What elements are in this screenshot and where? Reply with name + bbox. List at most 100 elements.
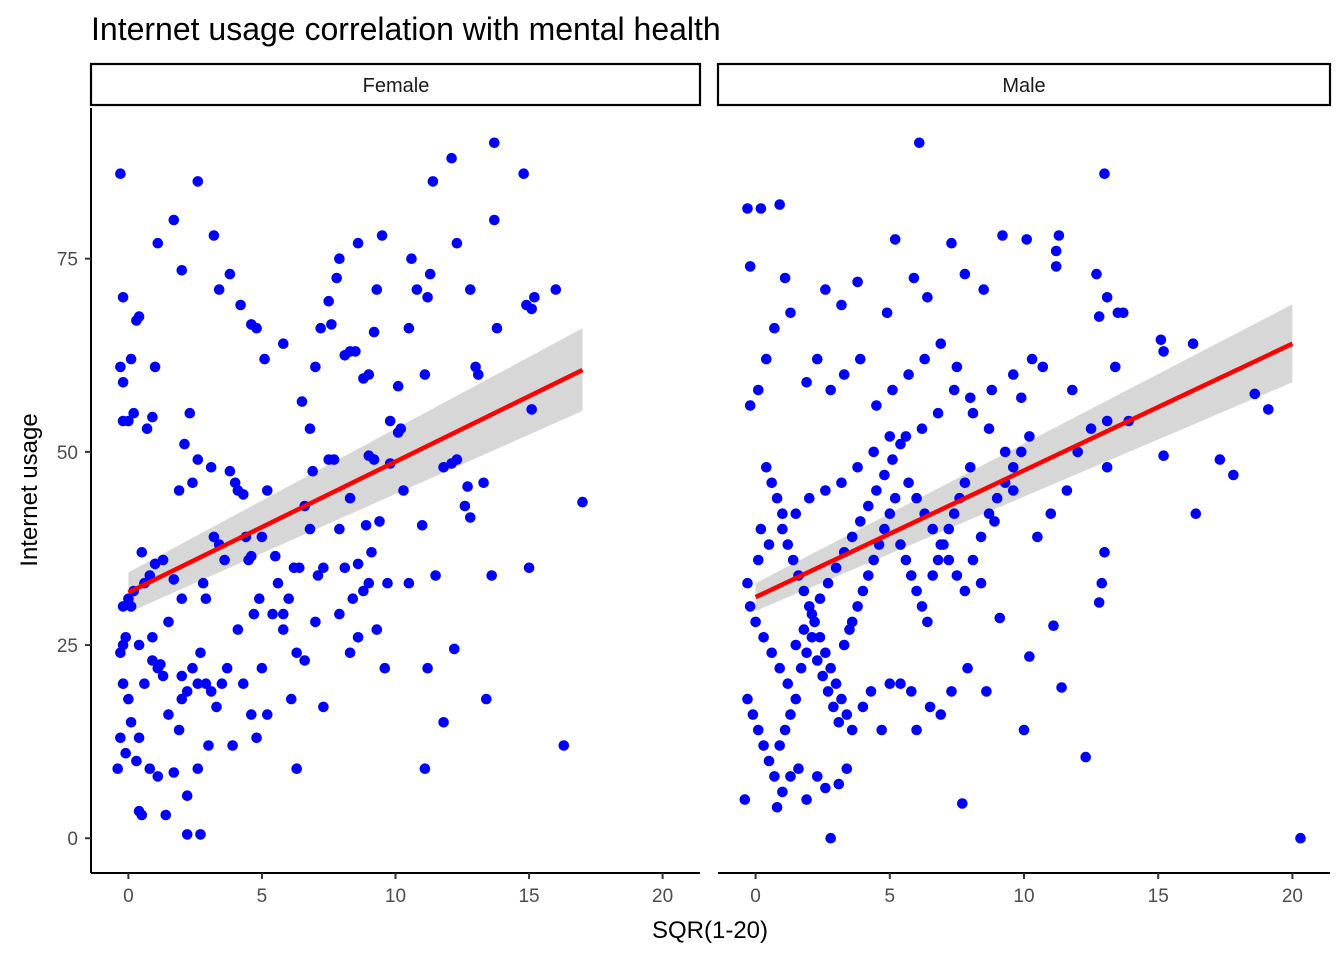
- data-point-female-171: [256, 662, 268, 674]
- data-point-female-64: [550, 284, 562, 295]
- data-point-male-1: [755, 203, 767, 214]
- data-point-female-59: [491, 322, 503, 334]
- data-point-female-68: [523, 562, 535, 574]
- data-point-female-11: [149, 361, 161, 373]
- data-point-male-56: [793, 763, 804, 774]
- data-point-male-15: [978, 284, 989, 295]
- data-point-female-0: [115, 168, 126, 179]
- data-point-male-155: [836, 693, 847, 705]
- data-point-female-134: [173, 485, 185, 496]
- data-point-female-102: [318, 562, 329, 574]
- data-point-male-186: [812, 353, 823, 365]
- data-point-female-165: [221, 662, 233, 674]
- data-point-male-175: [943, 523, 955, 535]
- data-point-female-160: [195, 647, 206, 659]
- data-point-male-72: [946, 686, 957, 697]
- data-point-male-150: [809, 616, 820, 628]
- data-point-female-114: [256, 531, 268, 543]
- data-point-male-43: [1056, 682, 1067, 693]
- data-point-male-5: [779, 272, 791, 284]
- data-point-male-31: [1249, 388, 1261, 400]
- data-point-male-42: [1080, 751, 1091, 763]
- data-point-male-167: [900, 554, 912, 566]
- y-tick-label-25: 25: [57, 636, 78, 657]
- data-point-female-149: [133, 639, 145, 651]
- fit-line-female: [127, 367, 584, 595]
- data-point-female-157: [181, 686, 193, 697]
- data-point-male-68: [906, 686, 917, 697]
- data-point-male-44: [1048, 620, 1059, 631]
- data-point-male-166: [895, 539, 906, 550]
- data-point-male-127: [927, 523, 938, 535]
- data-point-male-102: [753, 554, 764, 566]
- data-point-female-136: [163, 616, 174, 628]
- data-point-male-146: [787, 554, 799, 566]
- data-point-female-76: [459, 500, 471, 512]
- data-point-male-181: [753, 384, 764, 396]
- data-point-male-4: [744, 261, 756, 272]
- data-point-male-180: [744, 400, 756, 411]
- data-point-female-129: [192, 454, 204, 465]
- data-point-male-52: [739, 794, 751, 805]
- data-point-female-45: [403, 322, 415, 334]
- data-point-female-101: [323, 454, 335, 465]
- data-point-female-60: [518, 168, 529, 179]
- data-point-female-1: [117, 292, 129, 303]
- data-point-female-141: [136, 547, 148, 558]
- data-point-male-13: [922, 292, 933, 303]
- data-point-male-46: [1018, 724, 1030, 736]
- data-point-male-88: [965, 392, 976, 404]
- data-point-male-170: [916, 601, 928, 612]
- data-point-male-103: [742, 577, 753, 589]
- data-point-female-123: [219, 554, 230, 566]
- data-point-female-172: [262, 709, 273, 720]
- data-point-female-128: [197, 577, 209, 589]
- data-point-male-94: [868, 446, 879, 458]
- data-point-male-107: [766, 647, 777, 659]
- x-tick-label-female-15: 15: [518, 886, 539, 907]
- data-point-male-77: [1032, 531, 1043, 543]
- data-point-female-167: [232, 624, 244, 635]
- data-point-male-145: [782, 539, 794, 550]
- data-point-female-77: [462, 481, 473, 492]
- y-tick-label-75: 75: [57, 250, 78, 271]
- data-point-female-16: [192, 176, 204, 187]
- data-point-male-152: [820, 647, 831, 659]
- data-point-female-131: [184, 407, 196, 419]
- data-point-female-29: [326, 319, 337, 330]
- data-point-male-169: [911, 585, 922, 597]
- data-point-female-38: [363, 369, 375, 380]
- data-point-female-156: [176, 670, 188, 682]
- data-point-male-165: [889, 492, 901, 504]
- data-point-female-153: [157, 670, 169, 682]
- data-point-male-192: [903, 369, 914, 380]
- regression-line-female: [127, 367, 584, 595]
- data-point-male-203: [758, 740, 769, 751]
- data-point-male-132: [967, 554, 979, 566]
- data-point-male-74: [975, 577, 987, 589]
- data-point-male-124: [903, 477, 914, 489]
- data-point-male-65: [876, 724, 887, 736]
- data-point-male-123: [895, 438, 906, 450]
- data-point-male-27: [1110, 361, 1121, 373]
- x-tick-label-male-15: 15: [1148, 886, 1169, 907]
- data-point-female-10: [141, 423, 153, 435]
- data-point-male-206: [774, 740, 785, 751]
- data-point-male-28: [1155, 334, 1167, 346]
- data-point-male-114: [822, 577, 834, 589]
- data-point-female-130: [187, 477, 198, 489]
- data-point-female-174: [278, 624, 289, 635]
- data-point-male-106: [758, 632, 769, 643]
- data-point-female-12: [147, 411, 158, 423]
- data-point-male-3: [914, 137, 925, 149]
- data-point-female-97: [344, 492, 356, 504]
- data-point-female-155: [173, 724, 185, 736]
- data-point-female-14: [168, 214, 180, 226]
- data-point-male-149: [804, 601, 815, 612]
- data-point-male-158: [852, 601, 863, 612]
- data-point-male-171: [922, 616, 933, 628]
- data-point-male-75: [989, 516, 1000, 527]
- data-point-female-176: [291, 647, 303, 659]
- data-point-female-71: [449, 643, 460, 655]
- data-point-male-7: [836, 299, 847, 311]
